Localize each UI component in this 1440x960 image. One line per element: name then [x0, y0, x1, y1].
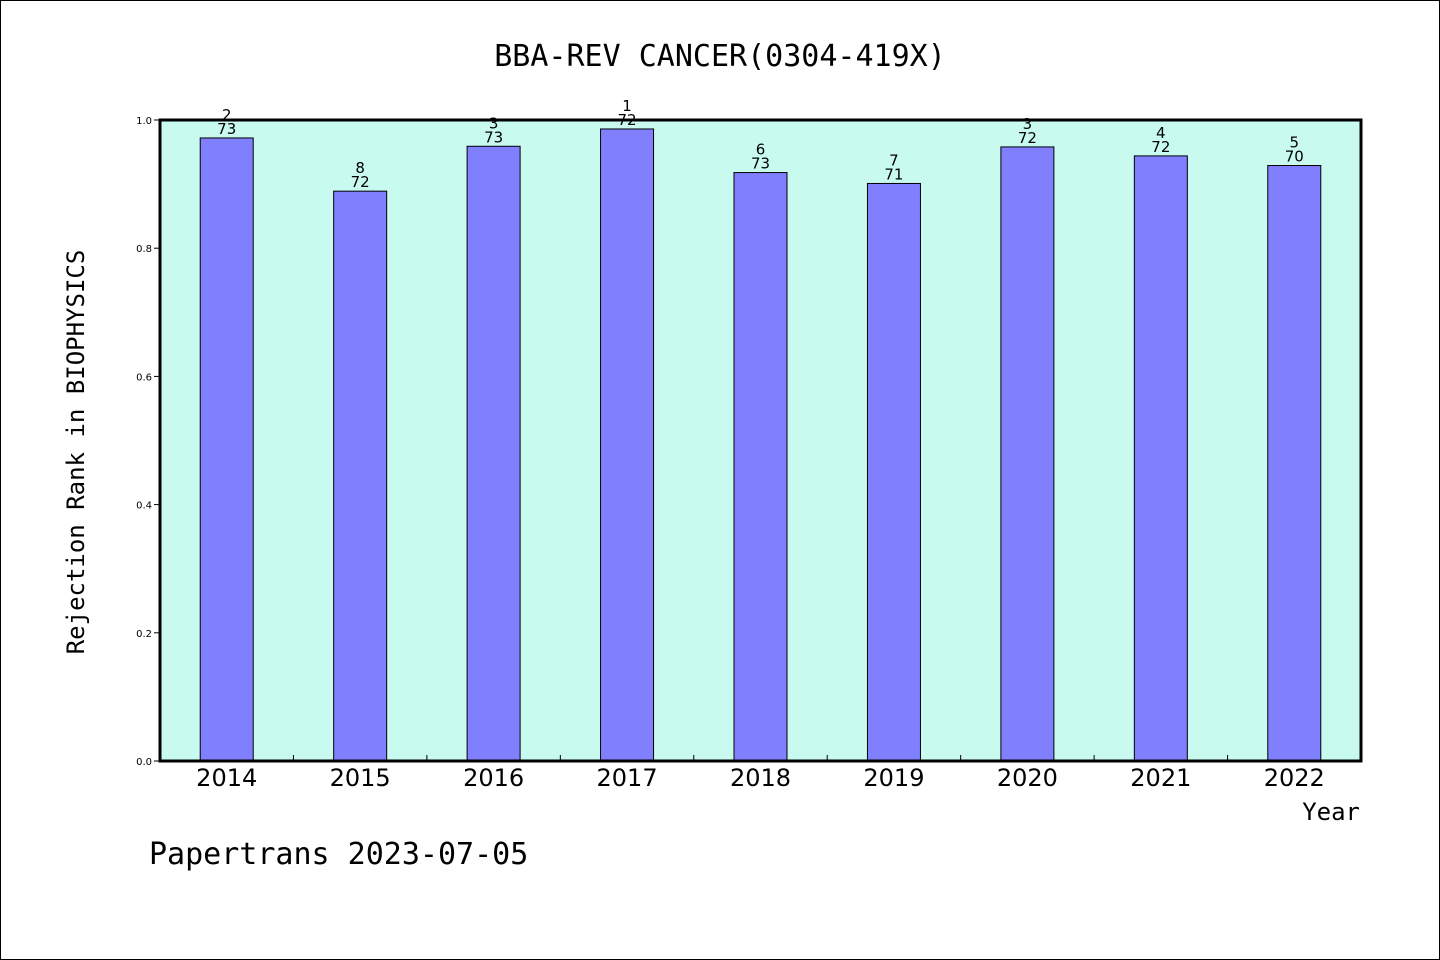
bar — [199, 137, 254, 762]
bar — [333, 190, 388, 762]
bar-rank-label: 4 — [1156, 124, 1166, 142]
y-axis-label: Rejection Rank in BIOPHYSICS — [62, 250, 90, 655]
y-axis: 0.0 0.2 0.4 0.6 0.8 1.0 — [136, 116, 160, 768]
bar-rank-label: 5 — [1290, 134, 1300, 152]
bar — [466, 145, 521, 762]
x-tick-label: 2017 — [597, 764, 658, 792]
y-tick-label: 0.2 — [136, 629, 152, 640]
bars-group — [199, 128, 1322, 762]
y-tick-label: 0.4 — [136, 501, 152, 512]
bar-rank-label: 1 — [622, 97, 632, 115]
x-tick-label: 2016 — [463, 764, 524, 792]
y-tick-label: 0.6 — [136, 372, 152, 383]
x-tick-label: 2021 — [1130, 764, 1191, 792]
bar — [1267, 165, 1322, 762]
bar-rank-label: 3 — [489, 114, 499, 132]
x-tick-label: 2014 — [196, 764, 257, 792]
bar-rank-label: 3 — [1023, 115, 1033, 133]
bar-total-label: 73 — [217, 120, 236, 138]
bar-total-label: 71 — [884, 165, 903, 183]
bar-total-label: 72 — [1018, 129, 1037, 147]
y-tick-label: 0.8 — [136, 244, 152, 255]
bar-rank-label: 2 — [222, 106, 232, 124]
bar-total-label: 70 — [1285, 148, 1304, 166]
bar-total-label: 73 — [751, 155, 770, 173]
plot-border — [158, 118, 1363, 763]
bar-rank-label: 7 — [889, 151, 899, 169]
x-tick-label: 2022 — [1264, 764, 1325, 792]
bar — [600, 128, 655, 762]
bar-total-label: 72 — [351, 173, 370, 191]
chart-title: BBA-REV CANCER(0304-419X) — [494, 39, 946, 74]
bar-rank-label: 8 — [355, 159, 365, 177]
bar-total-label: 72 — [1151, 138, 1170, 156]
bar — [1133, 155, 1188, 762]
bar — [866, 182, 921, 762]
y-tick-label: 1.0 — [136, 116, 152, 127]
bar — [733, 172, 788, 762]
footer-text: Papertrans 2023-07-05 — [149, 837, 528, 872]
bar-rank-label: 6 — [756, 141, 766, 159]
y-tick-label: 0.0 — [136, 757, 152, 768]
bar — [1000, 146, 1055, 762]
bar-total-label: 73 — [484, 128, 503, 146]
x-axis: 2014 2015 2016 2017 2018 2019 2020 2021 2022 — [196, 755, 1325, 792]
x-axis-label: Year — [1302, 798, 1360, 826]
x-tick-label: 2019 — [863, 764, 924, 792]
x-tick-label: 2015 — [330, 764, 391, 792]
x-tick-label: 2020 — [997, 764, 1058, 792]
x-tick-label: 2018 — [730, 764, 791, 792]
